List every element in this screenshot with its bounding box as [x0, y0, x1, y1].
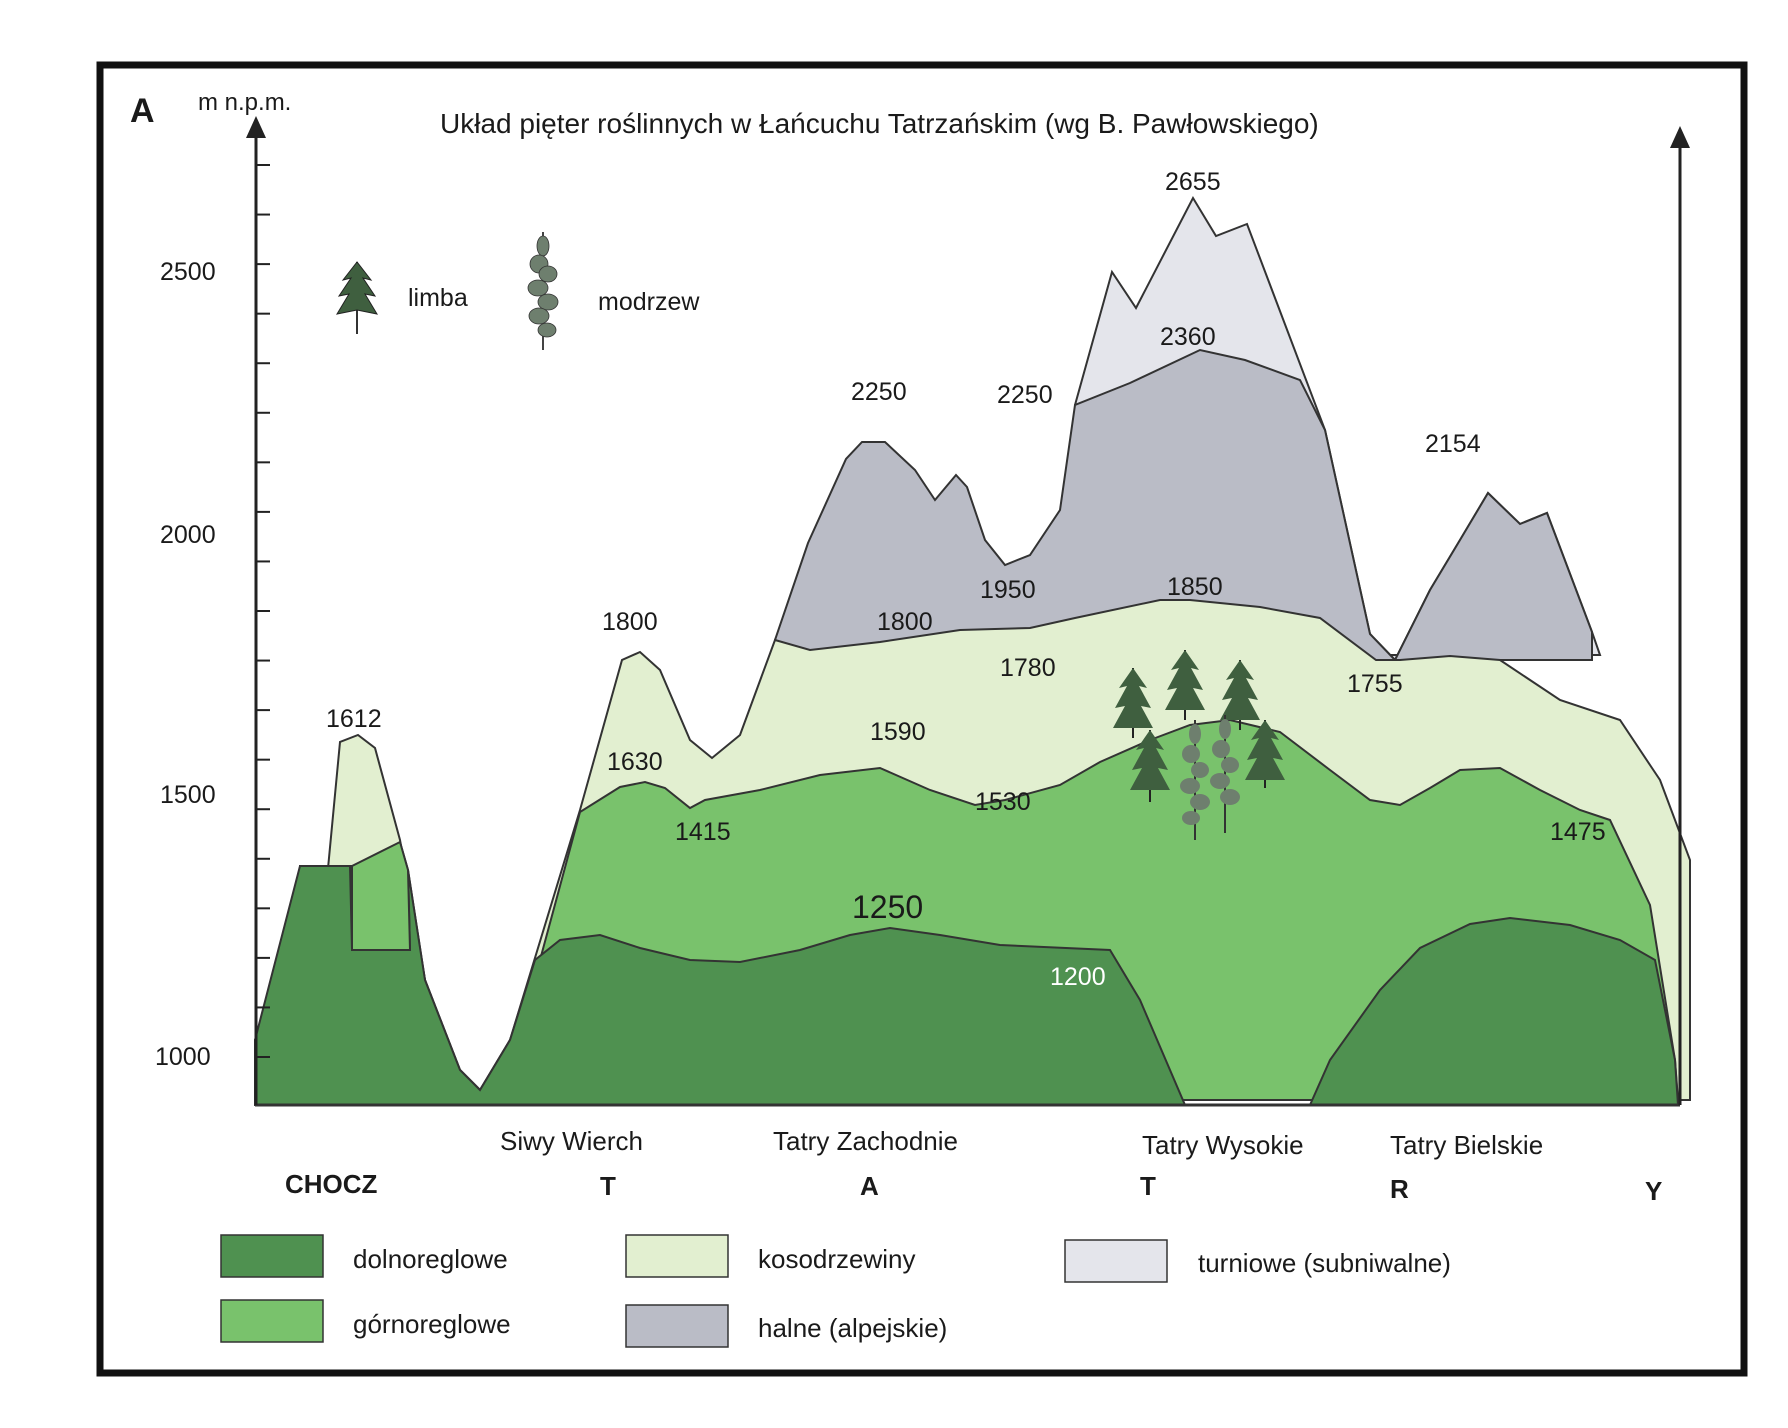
elev-zach-saddle-halne: 1950 — [980, 576, 1036, 604]
limba-tree-icon — [335, 261, 379, 334]
panel-letter: A — [130, 92, 155, 130]
elev-chocz-peak: 1612 — [326, 705, 382, 733]
elev-zach-peak-2: 2250 — [997, 381, 1053, 409]
zone-halne — [774, 348, 1593, 662]
elev-zach-kosodrz: 1800 — [877, 608, 933, 636]
spruce-cluster-icon — [1113, 650, 1285, 840]
legend-swatch-halne — [625, 1304, 729, 1348]
elev-zach-saddle-gorno: 1530 — [975, 788, 1031, 816]
elev-wys-peak: 2655 — [1165, 168, 1221, 196]
elev-biel-peak: 2154 — [1425, 430, 1481, 458]
letter-y: Y — [1645, 1176, 1662, 1206]
legend-swatch-gorno — [220, 1299, 324, 1343]
zone-chocz-koso-inner — [351, 840, 412, 951]
limba-label: limba — [408, 284, 468, 312]
letter-a: A — [860, 1171, 879, 1201]
elev-wys-kosodrz: 1850 — [1167, 573, 1223, 601]
region-siwy-wierch: Siwy Wierch — [500, 1126, 643, 1156]
elev-siwy-saddle: 1415 — [675, 818, 731, 846]
legend-label-gorno: górnoreglowe — [353, 1309, 511, 1339]
legend-label-turn: turniowe (subniwalne) — [1198, 1248, 1451, 1278]
elev-zach-gorno: 1590 — [870, 718, 926, 746]
elev-siwy-gorno: 1630 — [607, 748, 663, 776]
y-axis-left-arrow — [246, 116, 266, 138]
letter-t2: T — [1140, 1171, 1156, 1201]
legend-swatch-turn — [1064, 1239, 1168, 1283]
letter-t1: T — [600, 1171, 616, 1201]
region-tatry-wysokie: Tatry Wysokie — [1142, 1130, 1304, 1160]
legend-swatch-koso — [625, 1234, 729, 1278]
elev-biel-end: 1475 — [1550, 818, 1606, 846]
diagram-title: Układ pięter roślinnych w Łańcuchu Tatrz… — [440, 108, 1319, 139]
legend-swatch-dolno — [220, 1234, 324, 1278]
elev-zach-peak-1: 2250 — [851, 378, 907, 406]
elev-biel-saddle: 1755 — [1347, 670, 1403, 698]
legend-label-koso: kosodrzewiny — [758, 1244, 916, 1274]
zone-dolnoreglowe-bielskie — [1308, 916, 1680, 1106]
tick-label-1000: 1000 — [155, 1043, 211, 1071]
region-tatry-bielskie: Tatry Bielskie — [1390, 1130, 1543, 1160]
y-axis-right-arrow — [1670, 126, 1690, 148]
y-axis-ticks — [256, 164, 270, 1058]
y-axis-label: m n.p.m. — [198, 89, 291, 116]
letter-r: R — [1390, 1174, 1409, 1204]
modrzew-label: modrzew — [598, 288, 700, 316]
region-tatry-zachodnie: Tatry Zachodnie — [773, 1126, 958, 1156]
elev-dolno-1250: 1250 — [852, 889, 923, 925]
elev-zach-saddle-kos: 1780 — [1000, 654, 1056, 682]
tick-label-2000: 2000 — [160, 521, 216, 549]
modrzew-tree-icon — [527, 232, 559, 350]
elev-siwy-peak: 1800 — [602, 608, 658, 636]
legend-label-halne: halne (alpejskie) — [758, 1313, 947, 1343]
tick-label-2500: 2500 — [160, 258, 216, 286]
elev-wys-halne: 2360 — [1160, 323, 1216, 351]
legend-label-dolno: dolnoreglowe — [353, 1244, 508, 1274]
tick-label-1500: 1500 — [160, 781, 216, 809]
letter-chocz: CHOCZ — [285, 1169, 378, 1199]
elev-dolno-1200: 1200 — [1050, 963, 1106, 991]
legend: dolnoreglowe górnoreglowe kosodrzewiny h… — [220, 1234, 1451, 1348]
